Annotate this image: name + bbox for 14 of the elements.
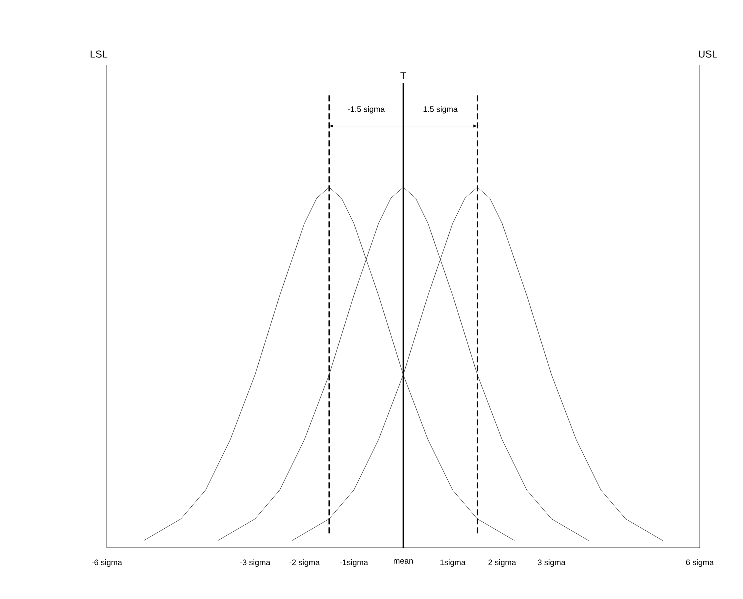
- x-tick-label: 1sigma: [440, 560, 466, 567]
- x-tick-label: 3 sigma: [538, 560, 566, 567]
- x-tick-label: 6 sigma: [686, 560, 714, 567]
- text: 1.5 sigma: [424, 106, 458, 114]
- x-tick-label: mean: [394, 560, 413, 564]
- x-tick-label: -6 sigma: [92, 560, 122, 567]
- x-tick-label: -2 sigma: [290, 560, 320, 567]
- x-tick-label: -1sigma: [340, 560, 368, 567]
- text: -1.5 sigma: [348, 106, 386, 114]
- x-tick-label: -3 sigma: [240, 560, 271, 567]
- ref-line-label: T: [400, 72, 406, 80]
- x-tick-label: 2 sigma: [488, 560, 516, 567]
- ref-line-label: USL: [699, 50, 718, 58]
- ref-line-label: LSL: [90, 50, 108, 58]
